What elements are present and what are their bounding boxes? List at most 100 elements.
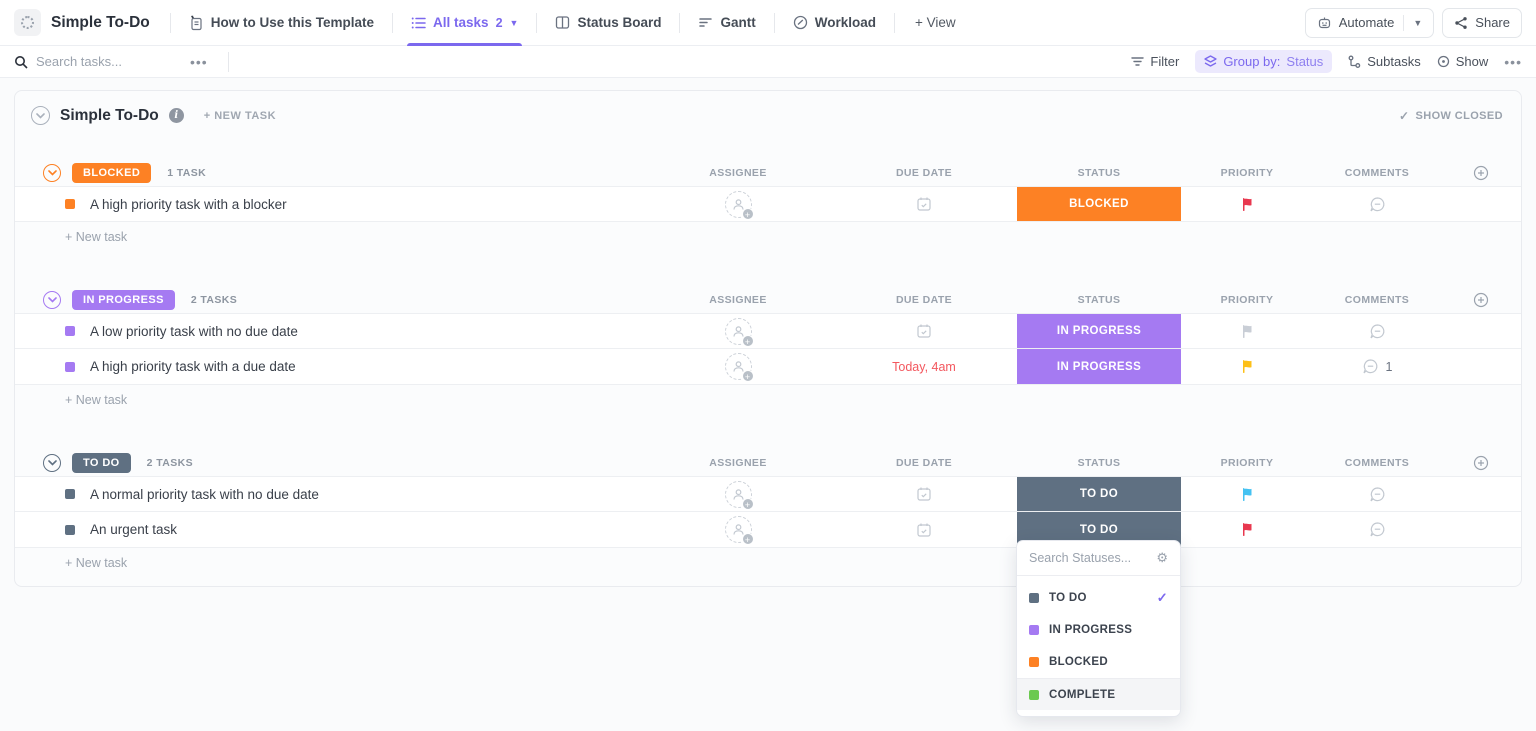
task-row[interactable]: A normal priority task with no due date … [15, 476, 1521, 512]
subtasks-button[interactable]: Subtasks [1348, 54, 1421, 69]
task-name[interactable]: A low priority task with no due date [90, 323, 298, 339]
group-by-button[interactable]: Group by: Status [1195, 50, 1333, 73]
group-collapse-icon[interactable] [43, 291, 61, 309]
column-header[interactable]: DUE DATE [895, 167, 953, 179]
add-assignee-button[interactable]: + [724, 480, 754, 510]
automate-button[interactable]: Automate ▼ [1304, 7, 1435, 38]
task-status-square[interactable] [65, 326, 75, 336]
collapse-list-icon[interactable] [31, 106, 50, 125]
search-tasks-input[interactable] [36, 54, 176, 69]
add-assignee-button[interactable]: + [724, 516, 754, 545]
task-row[interactable]: A high priority task with a blocker + BL… [15, 186, 1521, 222]
new-task-button[interactable]: + NEW TASK [203, 109, 277, 122]
add-assignee-button[interactable]: + [724, 190, 754, 220]
task-row[interactable]: A high priority task with a due date + T… [15, 349, 1521, 385]
top-bar: Simple To-Do How to Use this Template Al… [0, 0, 1536, 46]
priority-flag-icon[interactable] [1240, 522, 1254, 537]
filter-button[interactable]: Filter [1131, 54, 1179, 69]
show-button[interactable]: Show [1437, 54, 1488, 69]
group-status-badge[interactable]: IN PROGRESS [72, 290, 175, 310]
comment-button[interactable] [1369, 323, 1386, 340]
task-row[interactable]: A low priority task with no due date + I… [15, 313, 1521, 349]
comment-button[interactable] [1369, 521, 1386, 538]
tab-gantt[interactable]: Gantt [686, 0, 767, 46]
group-count: 2 TASKS [146, 457, 194, 469]
tab-all-tasks[interactable]: All tasks 2 ▼ [399, 0, 530, 46]
due-date-icon[interactable] [916, 196, 932, 212]
add-task-row[interactable]: + New task [15, 548, 1521, 578]
divider [169, 12, 171, 33]
comment-button[interactable]: 1 [1362, 358, 1392, 375]
priority-flag-icon[interactable] [1240, 197, 1254, 212]
task-status-square[interactable] [65, 361, 75, 372]
chevron-down-icon[interactable]: ▼ [1413, 17, 1423, 28]
task-name[interactable]: A normal priority task with no due date [90, 486, 319, 502]
group-status-badge[interactable]: BLOCKED [72, 163, 152, 183]
status-search-input[interactable] [1029, 551, 1157, 565]
toolbar-more-button[interactable]: ••• [1504, 53, 1522, 70]
tab-how-to-use[interactable]: How to Use this Template [177, 0, 386, 46]
search-more-button[interactable]: ••• [190, 53, 208, 70]
status-option-complete[interactable]: COMPLETE [1017, 678, 1180, 710]
task-name[interactable]: A high priority task with a due date [90, 359, 296, 374]
due-date-icon[interactable] [916, 486, 932, 502]
status-pill[interactable]: BLOCKED [1017, 187, 1181, 221]
status-pill[interactable]: TO DO [1017, 477, 1181, 511]
add-assignee-button[interactable]: + [724, 317, 754, 347]
column-header[interactable]: PRIORITY [1220, 457, 1274, 469]
chevron-down-icon[interactable]: ▼ [509, 17, 519, 28]
priority-flag-icon[interactable] [1240, 487, 1254, 502]
status-option-blocked[interactable]: BLOCKED [1017, 646, 1180, 678]
column-header[interactable]: DUE DATE [895, 294, 953, 306]
column-header[interactable]: STATUS [1077, 457, 1121, 469]
status-option-todo[interactable]: TO DO ✓ [1017, 582, 1180, 614]
column-header[interactable]: DUE DATE [895, 457, 953, 469]
column-header[interactable]: STATUS [1077, 167, 1121, 179]
tab-workload[interactable]: Workload [781, 0, 888, 46]
add-column-button[interactable] [1441, 292, 1521, 308]
comment-button[interactable] [1369, 196, 1386, 213]
column-header[interactable]: ASSIGNEE [709, 457, 767, 469]
gear-icon[interactable]: ⚙ [1156, 550, 1168, 565]
task-name[interactable]: A high priority task with a blocker [90, 196, 287, 212]
task-status-square[interactable] [65, 524, 75, 535]
priority-flag-icon[interactable] [1240, 324, 1254, 339]
task-status-square[interactable] [65, 199, 75, 209]
column-header[interactable]: PRIORITY [1220, 294, 1274, 306]
search-tasks[interactable] [14, 54, 176, 69]
group-collapse-icon[interactable] [43, 164, 61, 182]
column-header[interactable]: COMMENTS [1344, 457, 1410, 469]
show-closed-toggle[interactable]: ✓ SHOW CLOSED [1399, 109, 1503, 123]
add-task-row[interactable]: + New task [15, 222, 1521, 252]
info-icon[interactable]: i [168, 108, 184, 123]
status-pill[interactable]: IN PROGRESS [1017, 349, 1181, 384]
status-option-in-progress[interactable]: IN PROGRESS [1017, 614, 1180, 646]
add-view-button[interactable]: + View [914, 15, 956, 30]
add-assignee-button[interactable]: + [724, 353, 754, 382]
due-date-text[interactable]: Today, 4am [892, 359, 956, 374]
task-cell-spacer [1441, 314, 1521, 348]
comment-button[interactable] [1369, 486, 1386, 503]
due-date-icon[interactable] [916, 323, 932, 339]
task-cell-priority [1181, 187, 1313, 221]
tab-status-board[interactable]: Status Board [543, 0, 673, 46]
task-status-square[interactable] [65, 489, 75, 499]
column-header[interactable]: ASSIGNEE [709, 167, 767, 179]
column-header[interactable]: ASSIGNEE [709, 294, 767, 306]
add-column-button[interactable] [1441, 165, 1521, 181]
add-column-button[interactable] [1441, 455, 1521, 471]
list-color-avatar[interactable] [14, 9, 41, 36]
group-status-badge[interactable]: TO DO [72, 453, 131, 473]
column-header[interactable]: STATUS [1077, 294, 1121, 306]
add-task-row[interactable]: + New task [15, 385, 1521, 415]
column-header[interactable]: COMMENTS [1344, 294, 1410, 306]
task-name[interactable]: An urgent task [90, 522, 178, 537]
status-pill[interactable]: IN PROGRESS [1017, 314, 1181, 348]
priority-flag-icon[interactable] [1240, 359, 1254, 374]
share-button[interactable]: Share [1442, 7, 1522, 38]
task-row[interactable]: An urgent task + TO DO [15, 512, 1521, 548]
column-header[interactable]: PRIORITY [1220, 167, 1274, 179]
group-collapse-icon[interactable] [43, 454, 61, 472]
due-date-icon[interactable] [916, 522, 932, 538]
column-header[interactable]: COMMENTS [1344, 167, 1410, 179]
